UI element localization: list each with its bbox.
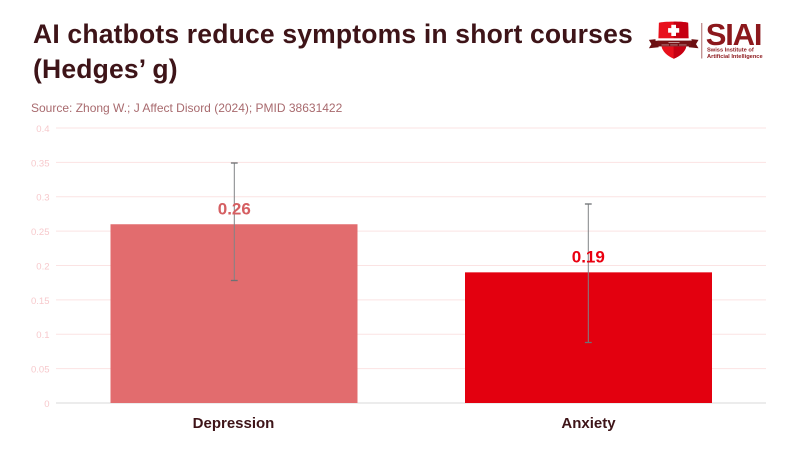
svg-text:Anxiety: Anxiety <box>561 415 616 432</box>
svg-text:0.15: 0.15 <box>31 296 50 307</box>
svg-text:Artificial Intelligence: Artificial Intelligence <box>707 54 763 60</box>
svg-text:SIAI: SIAI <box>706 17 762 52</box>
svg-text:0.1: 0.1 <box>36 330 49 341</box>
svg-text:0.35: 0.35 <box>31 158 50 169</box>
svg-text:0.3: 0.3 <box>36 193 49 204</box>
svg-text:0.26: 0.26 <box>218 199 251 218</box>
svg-text:Swiss Institute of: Swiss Institute of <box>707 47 754 53</box>
svg-text:Depression: Depression <box>193 415 275 432</box>
svg-text:0.4: 0.4 <box>36 124 49 135</box>
svg-text:0.05: 0.05 <box>31 365 50 376</box>
svg-text:0: 0 <box>44 399 49 410</box>
svg-text:0.19: 0.19 <box>572 247 605 266</box>
svg-text:0.25: 0.25 <box>31 227 50 238</box>
svg-text:0.2: 0.2 <box>36 262 49 273</box>
